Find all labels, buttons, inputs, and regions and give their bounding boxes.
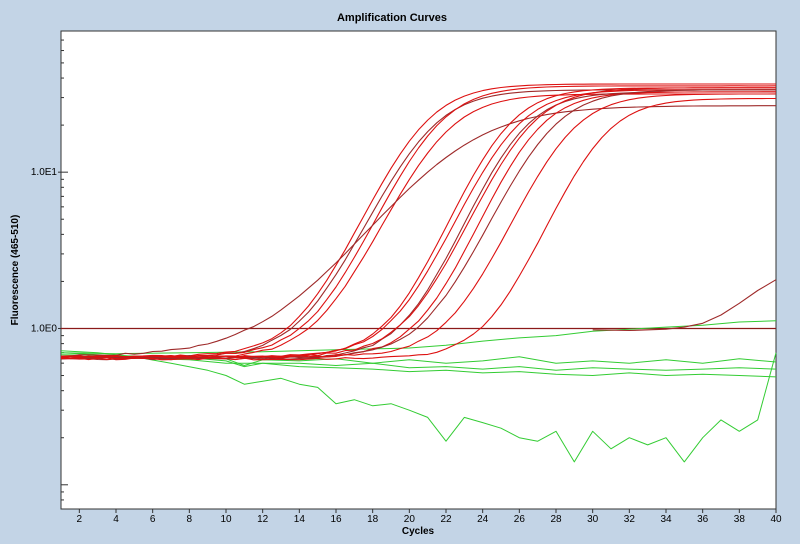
x-tick-label: 24 xyxy=(477,514,489,525)
series-sample-1 xyxy=(60,83,776,359)
x-tick-label: 30 xyxy=(587,514,599,525)
y-tick-label: 1.0E0 xyxy=(31,323,58,334)
x-tick-label: 16 xyxy=(330,514,342,525)
x-tick-label: 2 xyxy=(77,514,83,525)
x-tick-label: 14 xyxy=(294,514,306,525)
x-tick-label: 38 xyxy=(734,514,746,525)
amplified-curves xyxy=(60,83,777,361)
x-tick-label: 32 xyxy=(624,514,636,525)
x-tick-label: 12 xyxy=(257,514,269,525)
series-negative-5 xyxy=(60,350,777,463)
series-sample-11 xyxy=(60,89,776,360)
x-tick-label: 36 xyxy=(697,514,709,525)
x-tick-label: 18 xyxy=(367,514,379,525)
x-tick-label: 10 xyxy=(220,514,232,525)
series-negative-2 xyxy=(60,352,777,366)
y-tick-label: 1.0E1 xyxy=(31,167,58,178)
x-tick-label: 26 xyxy=(514,514,526,525)
series-negative-3 xyxy=(60,354,777,371)
x-tick-label: 34 xyxy=(660,514,672,525)
series-negative-4 xyxy=(60,356,777,378)
chart-title: Amplification Curves xyxy=(337,12,447,24)
plot-area xyxy=(60,30,777,510)
y-minor-ticks xyxy=(61,30,68,510)
series-late-rise xyxy=(592,279,777,332)
x-axis: 2 4 6 8 10 12 14 16 18 20 22 24 26 28 30 32 34 36 38 40 xyxy=(77,509,782,525)
x-tick-label: 4 xyxy=(113,514,119,525)
series-sample-12 xyxy=(60,93,777,359)
x-tick-label: 40 xyxy=(770,514,782,525)
y-axis: 1.0E0 1.0E1 xyxy=(31,167,61,334)
x-tick-label: 6 xyxy=(150,514,156,525)
x-tick-label: 22 xyxy=(440,514,452,525)
x-axis-label: Cycles xyxy=(402,526,435,537)
series-sample-13 xyxy=(61,97,776,361)
y-axis-label: Fluorescence (465-510) xyxy=(10,215,21,326)
series-sample-5 xyxy=(60,105,776,358)
x-tick-label: 8 xyxy=(187,514,193,525)
x-tick-label: 28 xyxy=(550,514,562,525)
x-tick-label: 20 xyxy=(404,514,416,525)
series-sample-7 xyxy=(60,89,776,359)
